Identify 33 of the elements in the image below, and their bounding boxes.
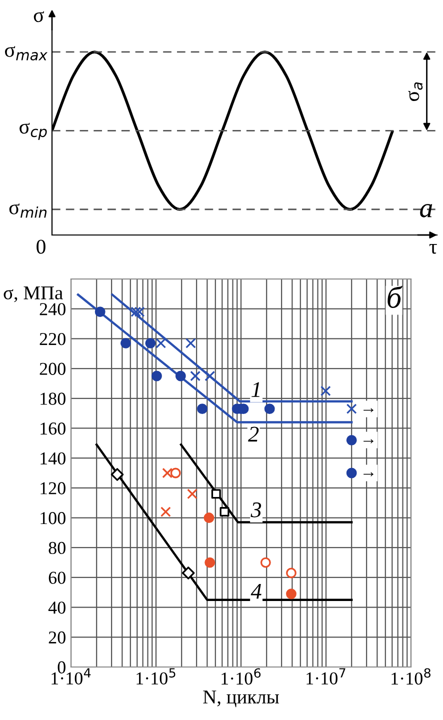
y-tick-label: 80 [48, 542, 66, 554]
annotation: → [364, 439, 374, 444]
y-tick-label: 140 [40, 452, 66, 465]
y-tick-label: 160 [40, 422, 66, 435]
annotation: 4 [250, 584, 262, 599]
y-tick-label: 40 [48, 602, 66, 614]
x-tick-label: 1·10$^{5}$ [136, 668, 176, 684]
x-tick-label: 1·10$^{8}$ [392, 668, 430, 685]
annotation: 1 [252, 382, 260, 397]
y-axis-title: σ, МПа [4, 286, 63, 302]
y-tick-label: 180 [40, 392, 66, 405]
ref-line-label: σ$_{ср}$ [20, 122, 47, 140]
x-tick-label: 1·10$^{7}$ [306, 668, 346, 684]
y-tick-label: 60 [48, 572, 66, 584]
x-tick-label: 1·10$^{6}$ [222, 668, 261, 685]
x-axis-title: τ [429, 244, 437, 254]
annotation: → [364, 472, 374, 476]
ref-line-label: σ$_{max}$ [4, 46, 48, 60]
annotation: 3 [250, 502, 262, 518]
annotation: б [388, 286, 403, 308]
annotation: → [364, 408, 374, 412]
y-tick-label: 120 [40, 482, 66, 494]
text: σ$_{a}$ [408, 82, 423, 102]
x-axis-title: N, циклы [203, 690, 279, 708]
ref-line-label: σ$_{min}$ [9, 204, 47, 218]
y-tick-label: 20 [48, 631, 66, 644]
y-axis-title: σ [34, 11, 44, 22]
y-tick-label: 200 [40, 362, 66, 375]
y-tick-label: 220 [40, 332, 66, 346]
y-tick-label: 240 [40, 303, 66, 316]
annotation: 2 [248, 426, 259, 442]
text: а [420, 204, 432, 218]
y-tick-label: 100 [40, 512, 66, 524]
